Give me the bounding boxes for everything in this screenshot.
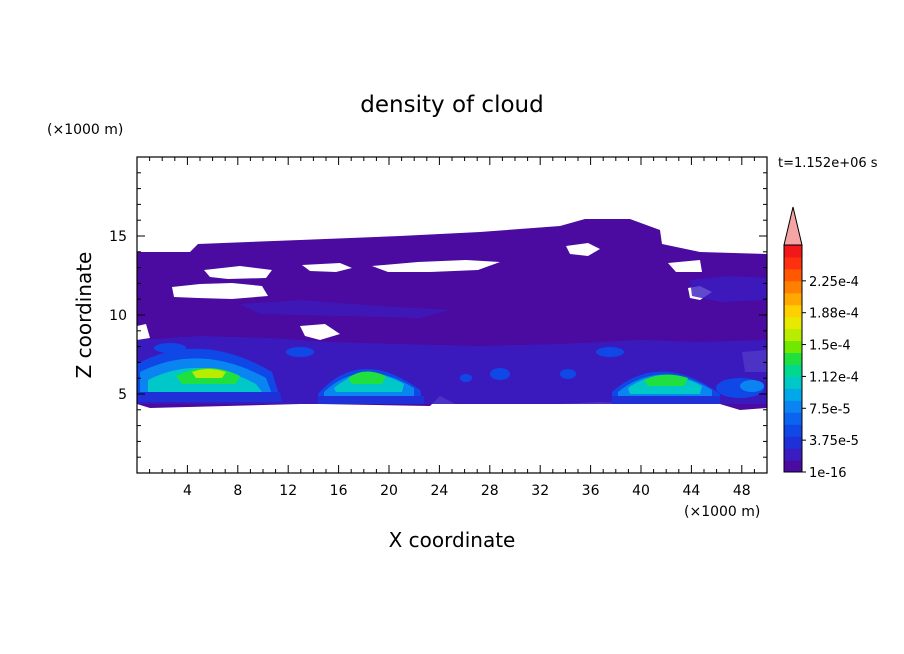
x-tick-label: 4 [183, 483, 192, 499]
x-axis-ticks: 4 8 12 16 20 24 28 32 36 40 44 48 [149, 157, 755, 499]
colorbar-swatch [784, 316, 802, 330]
colorbar-label: 1e-16 [809, 466, 847, 481]
colorbar-swatch [784, 268, 802, 282]
y-tick-label: 10 [109, 308, 127, 324]
cloud-arc-2 [318, 368, 424, 404]
x-tick-label: 16 [330, 483, 348, 499]
time-label: t=1.152e+06 s [778, 156, 878, 171]
colorbar-label: 2.25e-4 [809, 275, 859, 290]
colorbar-swatch [784, 400, 802, 413]
x-tick-label: 8 [233, 483, 242, 499]
chart-title: density of cloud [360, 92, 543, 118]
colorbar-label: 1.12e-4 [809, 370, 859, 385]
y-axis-label: Z coordinate [72, 252, 96, 379]
colorbar-swatch [784, 364, 802, 377]
cloud-arc-3 [612, 371, 720, 404]
colorbar-swatch [784, 340, 802, 354]
colorbar: 1e-16 3.75e-5 7.5e-5 1.12e-4 1.5e-4 1.88e-4 2.… [783, 206, 859, 481]
x-tick-label: 48 [733, 483, 751, 499]
density-field [137, 219, 767, 410]
colorbar-label: 1.88e-4 [809, 307, 859, 322]
x-tick-label: 36 [582, 483, 600, 499]
y-tick-label: 15 [109, 229, 127, 245]
colorbar-overflow-triangle [783, 206, 803, 246]
colorbar-swatch [784, 280, 802, 294]
colorbar-swatch [784, 256, 802, 270]
x-tick-label: 20 [380, 483, 398, 499]
colorbar-swatch [784, 388, 802, 401]
colorbar-label: 3.75e-5 [809, 434, 859, 449]
x-tick-label: 28 [481, 483, 499, 499]
colorbar-swatch [784, 412, 802, 425]
y-tick-label: 5 [118, 387, 127, 403]
x-unit-label: (×1000 m) [684, 504, 760, 520]
x-tick-label: 24 [430, 483, 448, 499]
colorbar-swatch [784, 352, 802, 365]
colorbar-swatch [784, 304, 802, 318]
y-axis-ticks: 5 10 15 [109, 172, 767, 458]
x-tick-label: 44 [682, 483, 700, 499]
colorbar-swatch [784, 292, 802, 306]
colorbar-swatch [784, 328, 802, 342]
x-axis-label: X coordinate [389, 528, 516, 552]
colorbar-swatch [784, 376, 802, 389]
colorbar-label: 1.5e-4 [809, 339, 851, 354]
colorbar-swatch [784, 460, 802, 473]
x-tick-label: 40 [632, 483, 650, 499]
y-unit-label: (×1000 m) [47, 122, 123, 138]
x-tick-label: 32 [531, 483, 549, 499]
colorbar-swatch [784, 245, 802, 258]
colorbar-swatch [784, 436, 802, 449]
x-tick-label: 12 [279, 483, 297, 499]
colorbar-label: 7.5e-5 [809, 402, 851, 417]
colorbar-swatch [784, 448, 802, 461]
colorbar-swatch [784, 424, 802, 437]
cloud-arc-1 [137, 348, 282, 402]
